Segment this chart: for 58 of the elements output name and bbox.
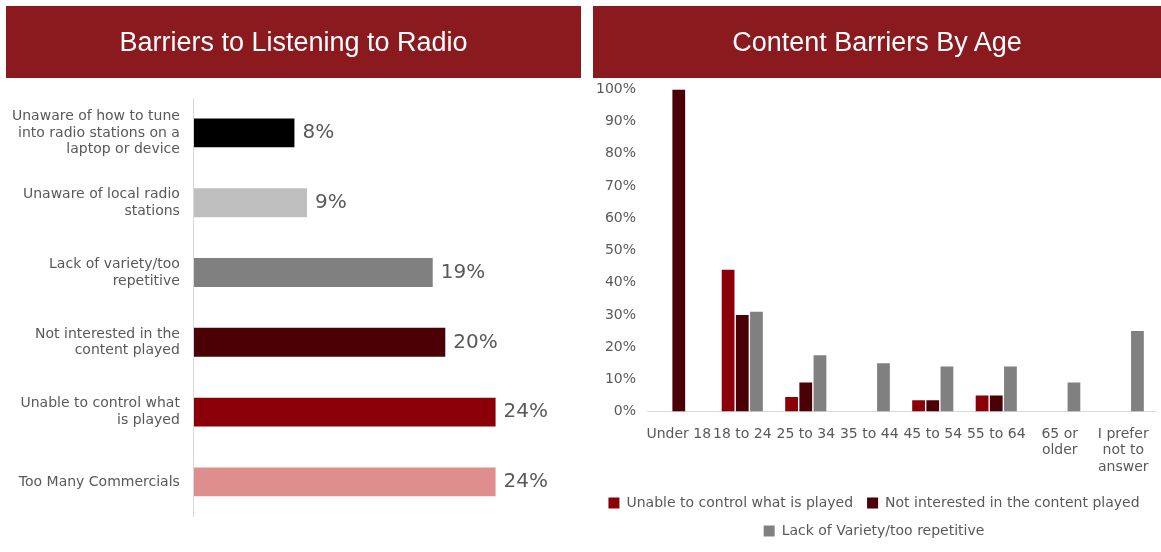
x-tick-label: 35 to 44 (839, 424, 899, 441)
bar (989, 395, 1003, 412)
legend-label: Lack of Variety/too repetitive (781, 521, 985, 538)
x-tick-label: 45 to 54 (903, 424, 963, 441)
bar (721, 269, 735, 412)
bar (799, 382, 813, 412)
x-tick-label: I prefer not to answer (1097, 424, 1149, 475)
y-tick-label: 0% (613, 402, 637, 419)
x-tick-label: 18 to 24 (712, 424, 772, 441)
y-tick-label: 60% (604, 208, 637, 225)
y-tick-label: Unaware of how to tune into radio stations on a laptop or device (11, 106, 180, 157)
bar (193, 258, 433, 287)
bar (1004, 366, 1017, 412)
legend-label: Not interested in the content played (885, 493, 1140, 510)
y-tick-label: Lack of variety/too repetitive (49, 254, 180, 288)
x-tick-label: 25 to 34 (776, 424, 836, 441)
data-label: 24% (503, 468, 549, 493)
data-label: 9% (315, 188, 347, 213)
bar (672, 89, 686, 412)
chart-title: Barriers to Listening to Radio (6, 6, 581, 78)
bar (785, 397, 798, 412)
x-tick-label: Under 18 (646, 424, 712, 441)
y-tick-label: Unaware of local radio stations (22, 184, 180, 218)
data-label: 19% (440, 258, 486, 283)
bar (975, 395, 989, 412)
bar (193, 118, 295, 148)
y-tick-label: 10% (604, 370, 637, 387)
y-tick-label: 50% (604, 241, 637, 258)
y-tick-label: 100% (595, 80, 637, 97)
y-tick-label: Too Many Commercials (17, 472, 180, 489)
bar (940, 366, 954, 412)
x-tick-label: 55 to 64 (966, 424, 1026, 441)
bar (877, 363, 890, 412)
bar (193, 467, 496, 497)
y-tick-label: 70% (604, 176, 637, 193)
bar (735, 314, 749, 412)
chart-title: Content Barriers By Age (593, 6, 1161, 78)
y-tick-label: 20% (604, 337, 637, 354)
bar (750, 311, 763, 412)
data-label: 24% (503, 398, 549, 423)
bar (193, 397, 496, 427)
y-tick-label: Not interested in the content played (35, 324, 180, 358)
x-tick-label: 65 or older (1041, 424, 1079, 458)
bar (926, 400, 940, 412)
bar (193, 188, 308, 218)
bar (912, 400, 925, 412)
bar (1067, 382, 1081, 412)
legend-label: Unable to control what is played (626, 493, 854, 510)
data-label: 20% (453, 328, 498, 353)
data-label: 8% (302, 119, 335, 144)
y-tick-label: Unable to control what is played (20, 394, 181, 428)
y-tick-label: 30% (604, 305, 637, 322)
bar (193, 327, 446, 357)
y-tick-label: 40% (604, 273, 637, 290)
y-tick-label: 80% (604, 144, 637, 161)
bar (1131, 331, 1144, 412)
y-tick-label: 90% (604, 112, 637, 129)
bar (813, 355, 827, 412)
